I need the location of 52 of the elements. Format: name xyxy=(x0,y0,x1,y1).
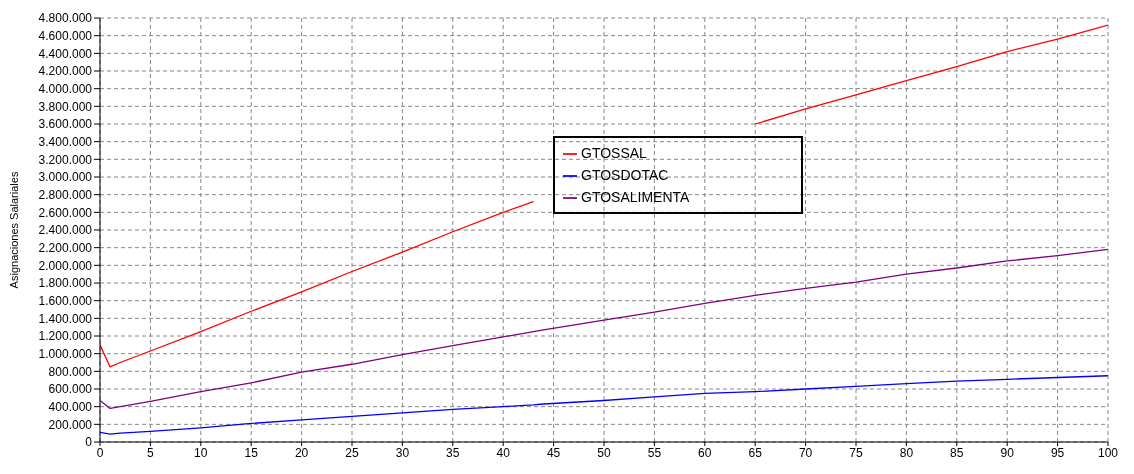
line-series xyxy=(100,248,1108,410)
y-tick-label: 400.000 xyxy=(48,399,93,414)
y-tick-label: 1.200.000 xyxy=(38,329,93,344)
y-tick-label: 3.800.000 xyxy=(38,99,93,114)
x-tick-label: 50 xyxy=(597,445,611,460)
x-tick-label: 90 xyxy=(1000,445,1015,460)
x-tick-label: 15 xyxy=(244,445,259,460)
y-tick-label: 2.200.000 xyxy=(38,240,93,255)
y-tick-label: 200.000 xyxy=(48,417,93,432)
x-tick-label: 40 xyxy=(496,445,511,460)
y-tick-label: 1.400.000 xyxy=(38,311,93,326)
x-tick-label: 20 xyxy=(294,445,309,460)
x-tick-label: 60 xyxy=(698,445,712,460)
x-tick-label: 75 xyxy=(849,445,863,460)
x-tick-label: 70 xyxy=(798,445,813,460)
x-tick-label: 25 xyxy=(345,445,359,460)
x-tick-label: 30 xyxy=(395,445,410,460)
x-tick-label: 35 xyxy=(446,445,460,460)
y-tick-label: 2.600.000 xyxy=(38,205,93,220)
y-tick-label: 4.200.000 xyxy=(38,64,93,79)
y-tick-label: 4.800.000 xyxy=(38,11,93,26)
y-tick-label: 3.400.000 xyxy=(38,134,93,149)
y-axis-title: Asignaciones Salariales xyxy=(7,171,20,289)
y-tick-label: 3.600.000 xyxy=(38,117,93,132)
y-tick-label: 2.400.000 xyxy=(38,223,93,238)
line-series xyxy=(100,375,1108,435)
y-tick-label: 1.800.000 xyxy=(38,276,93,291)
y-tick-label: 0 xyxy=(85,435,93,450)
y-tick-label: 4.400.000 xyxy=(38,46,93,61)
y-tick-label: 3.000.000 xyxy=(38,170,93,185)
x-tick-label: 45 xyxy=(546,445,561,460)
x-tick-label: 95 xyxy=(1050,445,1065,460)
y-tick-label: 4.000.000 xyxy=(38,81,93,96)
y-tick-label: 4.600.000 xyxy=(38,28,93,43)
legend-label: GTOSALIMENTA xyxy=(581,189,690,205)
x-tick-label: 85 xyxy=(950,445,964,460)
y-tick-label: 800.000 xyxy=(48,364,93,379)
x-tick-label: 65 xyxy=(748,445,763,460)
y-tick-label: 2.800.000 xyxy=(38,187,93,202)
legend-label: GTOSDOTAC xyxy=(581,167,669,183)
x-tick-label: 80 xyxy=(899,445,914,460)
x-tick-label: 10 xyxy=(194,445,208,460)
y-tick-label: 600.000 xyxy=(48,382,93,397)
legend-label: GTOSSAL xyxy=(581,145,647,161)
y-tick-label: 2.000.000 xyxy=(38,258,93,273)
x-tick-label: 55 xyxy=(647,445,662,460)
y-tick-label: 1.000.000 xyxy=(38,346,93,361)
y-tick-label: 3.200.000 xyxy=(38,152,93,167)
x-tick-label: 0 xyxy=(96,445,104,460)
x-tick-label: 100 xyxy=(1097,445,1119,460)
x-tick-label: 5 xyxy=(147,445,155,460)
y-tick-label: 1.600.000 xyxy=(38,293,93,308)
